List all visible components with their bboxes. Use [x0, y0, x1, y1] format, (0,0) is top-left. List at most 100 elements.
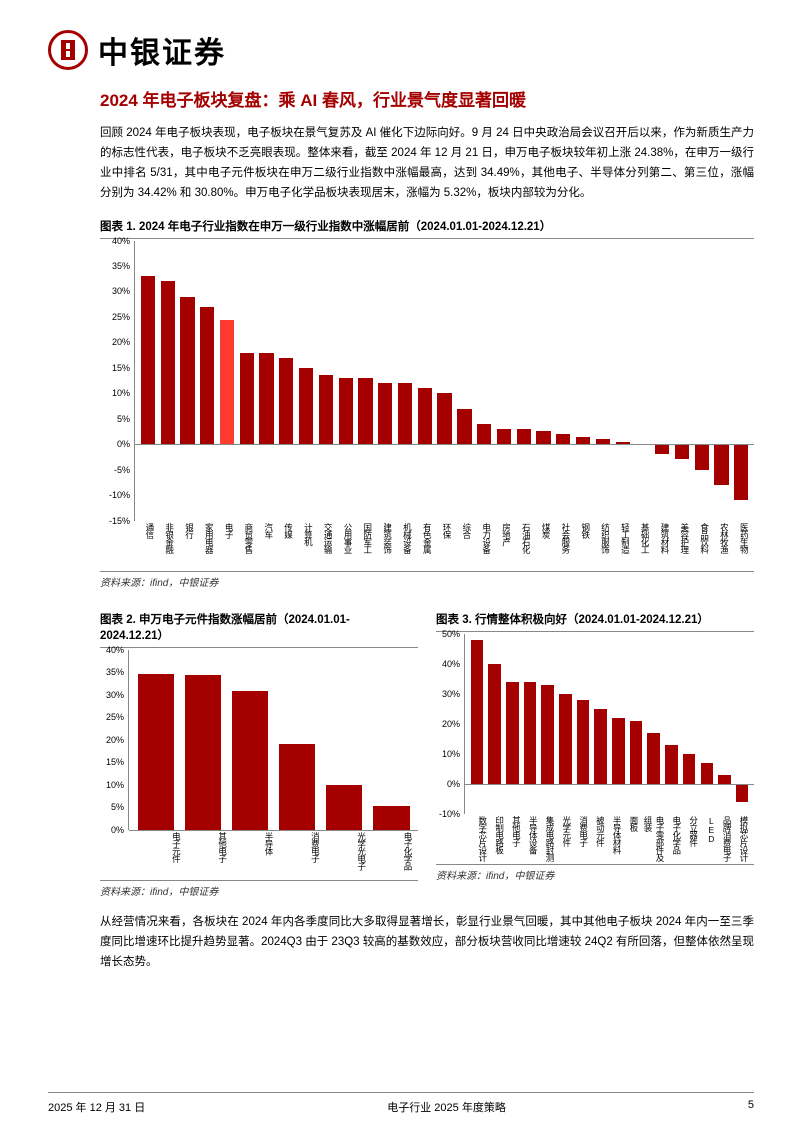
- x-tick-label: 农林牧渔: [713, 521, 731, 569]
- x-tick-label: 通信: [138, 521, 156, 569]
- x-tick-label: 汽车: [257, 521, 275, 569]
- y-tick-label: 25%: [106, 712, 124, 722]
- bar: [594, 709, 607, 784]
- x-tick-label: 基础化工: [633, 521, 651, 569]
- chart2-source: 资料来源：ifind，中银证券: [100, 883, 418, 898]
- bar: [240, 353, 254, 445]
- x-tick-label: 钢铁: [574, 521, 592, 569]
- bar: [524, 682, 537, 784]
- bar: [683, 754, 696, 784]
- x-tick-label: 纺织服饰: [594, 521, 612, 569]
- x-tick-label: 电子化学品: [668, 814, 683, 862]
- divider: [100, 238, 754, 239]
- y-tick-label: 50%: [442, 629, 460, 639]
- y-tick-label: 20%: [112, 337, 130, 347]
- x-tick-label: 数字芯片设计: [474, 814, 489, 862]
- x-tick-label: 环保: [435, 521, 453, 569]
- x-tick-label: 轻工制造: [614, 521, 632, 569]
- chart1-x-labels: 通信非银金融银行家用电器电子商贸零售汽车传媒计算机交通运输公用事业国防军工建筑装…: [134, 521, 754, 569]
- chart2-y-axis: 0%5%10%15%20%25%30%35%40%: [100, 650, 128, 830]
- bar: [541, 685, 554, 784]
- bar: [630, 721, 643, 784]
- bar: [477, 424, 491, 444]
- x-tick-label: 电子化学品: [370, 830, 414, 878]
- bar: [559, 694, 572, 784]
- y-tick-label: 15%: [106, 757, 124, 767]
- x-tick-label: 综合: [455, 521, 473, 569]
- x-tick-label: 半导体: [231, 830, 275, 878]
- chart1-source: 资料来源：ifind，中银证券: [100, 574, 754, 589]
- brand-logo-icon: [48, 30, 88, 70]
- x-tick-label: 公用事业: [336, 521, 354, 569]
- chart-row-2: 图表 2. 申万电子元件指数涨幅居前（2024.01.01-2024.12.21…: [100, 603, 754, 912]
- chart2: 0%5%10%15%20%25%30%35%40% 电子元件其他电子半导体消费电…: [100, 650, 418, 878]
- bar: [259, 353, 273, 445]
- x-tick-label: 煤炭: [534, 521, 552, 569]
- x-tick-label: 电子元件: [138, 830, 182, 878]
- chart2-col: 图表 2. 申万电子元件指数涨幅居前（2024.01.01-2024.12.21…: [100, 603, 418, 912]
- y-tick-label: 5%: [111, 802, 124, 812]
- bar: [373, 806, 409, 830]
- x-tick-label: 商贸零售: [237, 521, 255, 569]
- bar: [141, 276, 155, 444]
- page-title: 2024 年电子板块复盘：乘 AI 春风，行业景气度显著回暖: [100, 86, 754, 111]
- y-tick-label: 30%: [112, 286, 130, 296]
- chart3-source: 资料来源：ifind，中银证券: [436, 867, 754, 882]
- y-tick-label: 30%: [106, 690, 124, 700]
- chart2-x-labels: 电子元件其他电子半导体消费电子光学光电子电子化学品: [134, 830, 418, 878]
- bar: [536, 431, 550, 444]
- x-tick-label: 消费电子: [277, 830, 321, 878]
- x-tick-label: 非银金融: [158, 521, 176, 569]
- x-tick-label: 石油石化: [514, 521, 532, 569]
- x-tick-label: 有色金属: [415, 521, 433, 569]
- page: 中银证券 2024 年电子板块复盘：乘 AI 春风，行业景气度显著回暖 回顾 2…: [0, 0, 802, 1133]
- bar: [655, 444, 669, 454]
- bar: [279, 744, 315, 830]
- bar: [319, 375, 333, 444]
- x-tick-label: 医药生物: [732, 521, 750, 569]
- x-tick-label: 分立器件: [685, 814, 700, 862]
- divider: [436, 864, 754, 865]
- bar: [497, 429, 511, 444]
- bar: [647, 733, 660, 784]
- bar: [576, 437, 590, 445]
- x-tick-label: 房地产: [495, 521, 513, 569]
- bar: [200, 307, 214, 444]
- divider: [100, 571, 754, 572]
- x-tick-label: 建筑装饰: [376, 521, 394, 569]
- y-tick-label: 0%: [117, 439, 130, 449]
- divider: [100, 647, 418, 648]
- chart3: -10%0%10%20%30%40%50% 数字芯片设计印制电路板其他电子半导体…: [436, 634, 754, 862]
- x-tick-label: 建筑材料: [653, 521, 671, 569]
- x-tick-label: 传媒: [277, 521, 295, 569]
- chart3-bars: [465, 634, 754, 814]
- x-tick-label: 交通运输: [316, 521, 334, 569]
- y-tick-label: 35%: [112, 261, 130, 271]
- x-tick-label: 半导体材料: [608, 814, 623, 862]
- x-tick-label: 机械设备: [396, 521, 414, 569]
- y-tick-label: -5%: [114, 465, 130, 475]
- bar: [736, 784, 749, 802]
- bar: [418, 388, 432, 444]
- x-tick-label: LED: [702, 814, 717, 862]
- bar: [326, 785, 362, 830]
- bar: [437, 393, 451, 444]
- bar: [517, 429, 531, 444]
- chart1-y-axis: -15%-10%-5%0%5%10%15%20%25%30%35%40%: [100, 241, 134, 521]
- divider: [436, 631, 754, 632]
- bar: [577, 700, 590, 784]
- bar: [161, 281, 175, 444]
- footer-page-number: 5: [748, 1099, 754, 1115]
- y-tick-label: 10%: [442, 749, 460, 759]
- header: 中银证券: [48, 28, 754, 72]
- x-tick-label: 美容护理: [673, 521, 691, 569]
- y-tick-label: 25%: [112, 312, 130, 322]
- bar: [232, 691, 268, 830]
- chart1: -15%-10%-5%0%5%10%15%20%25%30%35%40% 通信非…: [100, 241, 754, 569]
- x-tick-label: 国防军工: [356, 521, 374, 569]
- y-tick-label: 15%: [112, 363, 130, 373]
- x-tick-label: 电子零部件及组装: [642, 814, 666, 862]
- bar: [612, 718, 625, 784]
- chart2-plot-area: [128, 650, 418, 830]
- y-tick-label: 35%: [106, 667, 124, 677]
